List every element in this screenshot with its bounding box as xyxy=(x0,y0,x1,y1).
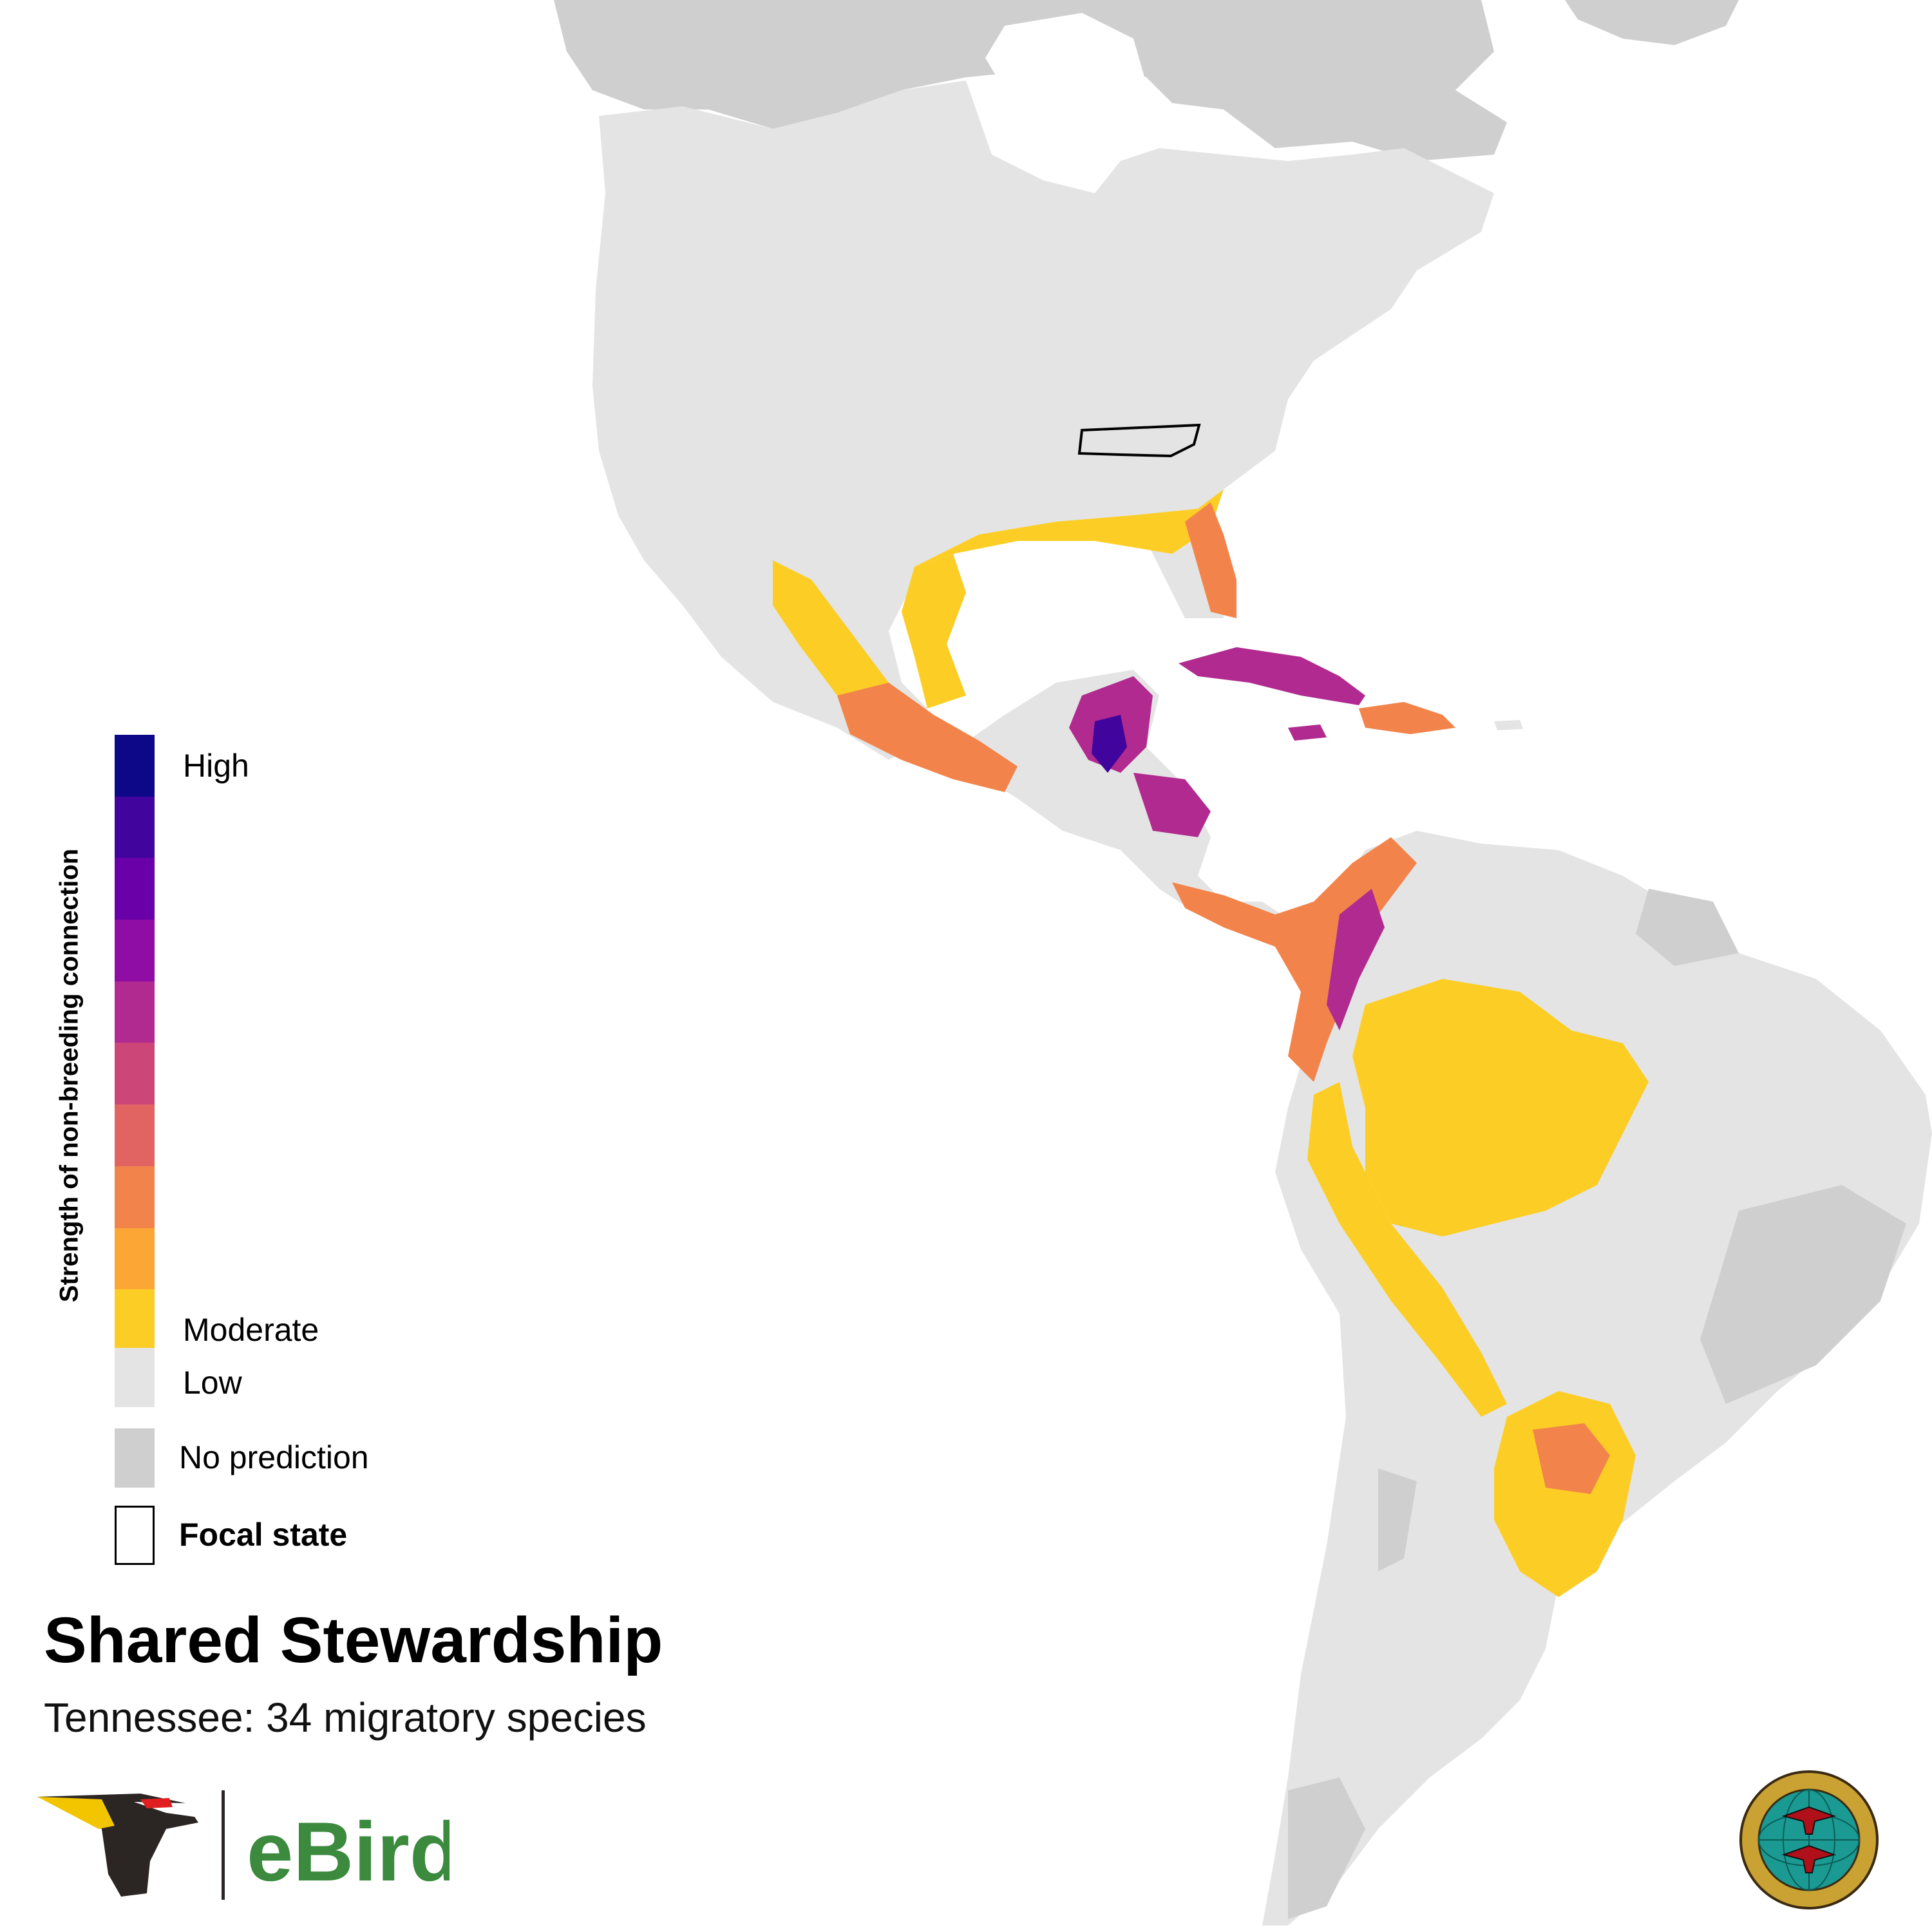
legend-focal-swatch xyxy=(115,1506,155,1565)
baja-california xyxy=(670,464,753,625)
legend-high-label: High xyxy=(183,748,249,784)
area-south-brazil-paraguay xyxy=(1494,1391,1636,1597)
map-subtitle: Tennessee: 34 migratory species xyxy=(44,1694,647,1741)
area-western-mexico xyxy=(773,560,889,708)
puerto-rico xyxy=(1494,720,1523,730)
area-jamaica xyxy=(1288,724,1327,741)
legend-title-text: Strength of non-breeding connection xyxy=(55,848,84,1303)
area-cuba xyxy=(1179,647,1365,705)
legend-low-label: Low xyxy=(183,1365,242,1401)
legend-no-prediction-label: No prediction xyxy=(179,1439,369,1475)
focal-state-outline xyxy=(1077,423,1201,458)
legend-ramp-swatch xyxy=(115,858,155,920)
hudson-bay xyxy=(985,13,1146,148)
no-prediction-guianas xyxy=(1636,889,1739,966)
legend-ramp-swatch xyxy=(115,1227,155,1290)
no-prediction-patagonia xyxy=(1288,1777,1365,1919)
area-honduras xyxy=(1133,773,1211,837)
legend-ramp-swatch xyxy=(115,920,155,981)
moderate-strength-areas xyxy=(773,489,1649,1597)
legend-ramp-swatch xyxy=(115,1289,155,1351)
legend-moderate-label: Moderate xyxy=(183,1312,319,1348)
area-southern-mexico xyxy=(837,683,1018,792)
legend-ramp-swatch xyxy=(115,1166,155,1228)
legend-title: Strength of non-breeding connection xyxy=(55,805,84,1346)
area-paraguay-core xyxy=(1533,1423,1610,1494)
central-america-land xyxy=(837,670,1307,953)
area-panama-colombia xyxy=(1172,837,1417,1082)
area-belize-guatemala-core xyxy=(1092,715,1127,773)
area-gulf-coast xyxy=(914,489,1224,567)
legend-ramp-swatch xyxy=(115,735,155,797)
legend-ramp-swatch xyxy=(115,1104,155,1166)
ebird-wordmark: eBird xyxy=(247,1804,450,1899)
legend-no-prediction-swatch xyxy=(115,1428,155,1488)
medium-strength-areas xyxy=(837,502,1610,1494)
partners-in-flight-seal xyxy=(1739,1770,1879,1909)
legend-color-ramp xyxy=(115,735,155,1351)
legend-low-swatch xyxy=(115,1348,155,1407)
legend-ramp-swatch xyxy=(115,981,155,1043)
no-prediction-east-brazil xyxy=(1700,1185,1906,1404)
logo-divider xyxy=(222,1790,225,1900)
area-eastern-mexico xyxy=(902,554,966,708)
map-title: Shared Stewardship xyxy=(44,1604,663,1676)
greenland xyxy=(1565,0,1739,45)
legend-focal-label: Focal state xyxy=(179,1517,348,1553)
ebird-bird-icon xyxy=(37,1794,198,1897)
ebird-logo: eBird xyxy=(37,1790,450,1900)
area-florida xyxy=(1185,502,1236,618)
area-amazon-basin xyxy=(1352,979,1649,1236)
legend-ramp-swatch xyxy=(115,1043,155,1105)
area-hispaniola xyxy=(1359,702,1455,734)
no-prediction-atacama xyxy=(1378,1468,1417,1571)
area-colombian-andes xyxy=(1327,889,1385,1030)
arctic-no-prediction xyxy=(554,0,1507,161)
legend-ramp-swatch xyxy=(115,796,155,858)
area-andes-slope xyxy=(1307,1082,1507,1417)
